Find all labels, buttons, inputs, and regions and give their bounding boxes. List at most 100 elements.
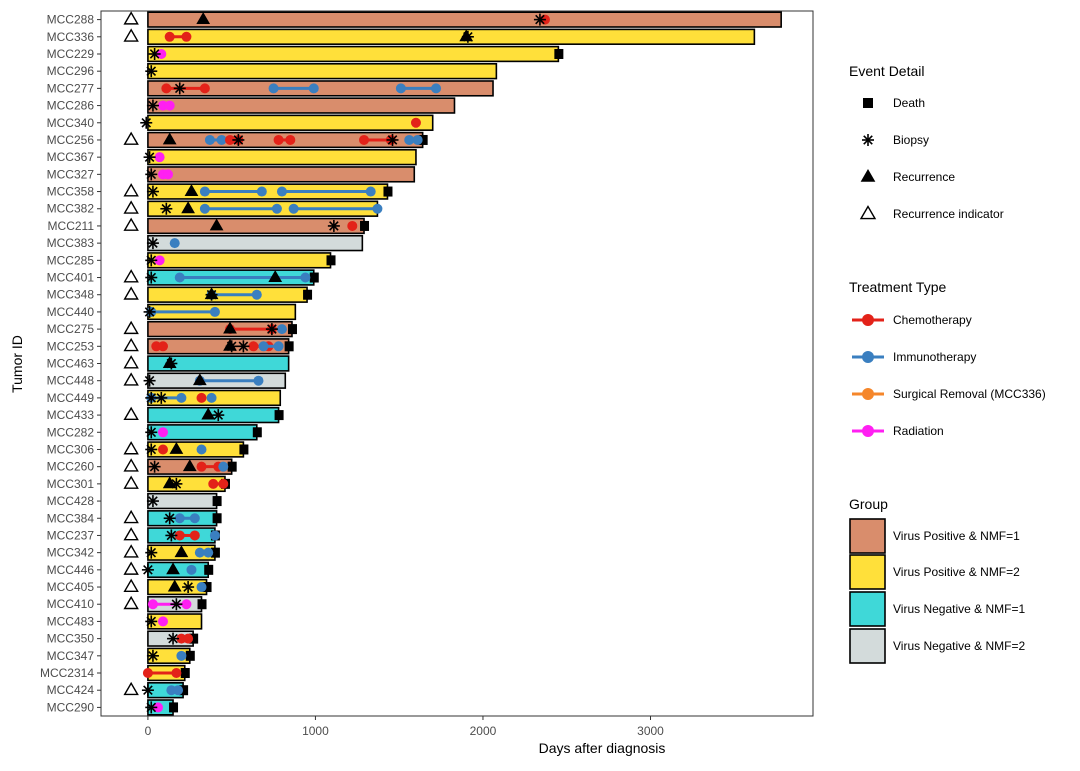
legend-label: Death xyxy=(893,96,925,110)
recurrence-indicator xyxy=(123,595,139,610)
treatment-point-chemo xyxy=(273,134,284,145)
biopsy-marker-stroke xyxy=(148,651,158,661)
biopsy-marker-stroke xyxy=(146,393,157,403)
recurrence-indicator xyxy=(123,561,139,575)
legend-title: Treatment Type xyxy=(849,279,946,295)
treatment-point-immuno xyxy=(300,272,311,283)
y-tick-label: MCC340 xyxy=(47,116,95,130)
treatment-point-rad xyxy=(152,702,163,713)
death-marker xyxy=(284,341,294,352)
biopsy-marker-stroke xyxy=(148,100,158,111)
treatment-point-immuno xyxy=(365,186,376,197)
treatment-point-immuno xyxy=(288,203,299,214)
y-tick-label: MCC342 xyxy=(47,546,95,560)
bar-mcc286 xyxy=(147,97,456,114)
y-tick-label: MCC336 xyxy=(47,30,95,44)
bar-mcc288 xyxy=(147,11,782,28)
y-axis-title: Tumor ID xyxy=(9,335,25,393)
y-tick-label: MCC428 xyxy=(47,494,95,508)
bar-mcc296 xyxy=(147,62,498,80)
recurrence-indicator xyxy=(123,200,139,214)
row-mcc275 xyxy=(123,320,297,338)
treatment-point-rad xyxy=(163,169,174,180)
recurrence-marker xyxy=(184,184,199,196)
biopsy-marker xyxy=(141,563,154,576)
row-mcc327 xyxy=(145,166,416,183)
row-mcc348 xyxy=(123,286,313,303)
y-tick-label: MCC367 xyxy=(47,150,95,164)
biopsy-marker xyxy=(237,340,250,353)
treatment-point-chemo xyxy=(142,668,153,679)
y-tick-label: MCC483 xyxy=(47,614,95,628)
y-tick-label: MCC286 xyxy=(47,99,95,113)
biopsy-marker-stroke xyxy=(156,393,167,403)
treatment-point-rad xyxy=(157,616,168,627)
biopsy-marker xyxy=(165,357,178,370)
biopsy-marker-stroke xyxy=(143,685,153,696)
y-tick-label: MCC347 xyxy=(47,649,95,663)
biopsy-marker xyxy=(148,47,161,60)
treatment-point-rad xyxy=(154,152,165,163)
bar-mcc340 xyxy=(147,114,434,131)
biopsy-marker xyxy=(163,512,176,525)
treatment-point-immuno xyxy=(216,134,227,145)
legend-vp1-swatch xyxy=(849,518,886,554)
row-mcc440 xyxy=(143,303,297,321)
y-tick-label: MCC424 xyxy=(47,683,95,697)
recurrence-marker xyxy=(196,12,211,25)
row-mcc229 xyxy=(147,45,564,63)
legend-event-detail: Event Detail Death Biopsy Recurrence Recurre… xyxy=(849,63,1004,221)
recurrence-marker xyxy=(181,201,195,214)
biopsy-marker-stroke xyxy=(238,341,249,352)
row-mcc433 xyxy=(123,406,284,424)
biopsy-marker xyxy=(145,701,158,714)
biopsy-marker-stroke xyxy=(463,31,473,42)
biopsy-marker-stroke xyxy=(146,616,157,627)
treatment-point-immuno xyxy=(176,392,187,403)
biopsy-marker-stroke xyxy=(146,444,157,455)
treatment-point-chemo xyxy=(285,134,296,145)
y-tick-label: MCC229 xyxy=(47,47,95,61)
biopsy-marker xyxy=(148,460,161,473)
biopsy-marker-stroke xyxy=(161,203,172,214)
legend-label: Virus Negative & NMF=1 xyxy=(893,602,1025,616)
biopsy-marker xyxy=(327,219,340,232)
biopsy-marker-stroke xyxy=(329,221,339,231)
biopsy-marker xyxy=(145,546,158,559)
legend-death-icon xyxy=(863,98,873,108)
recurrence-indicator xyxy=(123,131,139,145)
row-mcc401 xyxy=(123,269,319,286)
treatment-point-rad xyxy=(156,48,167,59)
biopsy-marker xyxy=(145,65,158,78)
row-mcc336 xyxy=(123,28,756,45)
row-mcc277 xyxy=(147,80,494,97)
recurrence-indicator xyxy=(123,355,139,369)
treatment-point-immuno xyxy=(218,461,229,472)
death-marker xyxy=(309,272,319,283)
recurrence-marker xyxy=(209,218,224,231)
biopsy-marker xyxy=(146,185,159,198)
treatment-point-immuno xyxy=(395,83,406,94)
row-mcc342 xyxy=(123,544,220,561)
recurrence-marker xyxy=(268,270,283,282)
biopsy-marker xyxy=(265,323,278,336)
death-marker xyxy=(202,582,212,593)
row-mcc410 xyxy=(123,595,207,613)
recurrence-indicator xyxy=(123,337,139,352)
death-marker xyxy=(179,685,189,696)
recurrence-indicator xyxy=(123,320,139,335)
recurrence-marker xyxy=(174,545,189,558)
recurrence-marker xyxy=(162,132,177,145)
row-mcc350 xyxy=(147,630,199,647)
death-marker xyxy=(287,324,297,335)
row-mcc286 xyxy=(146,97,456,114)
row-mcc347 xyxy=(146,647,195,665)
biopsy-marker-stroke xyxy=(171,599,182,610)
legend-vn2-swatch xyxy=(849,628,886,664)
biopsy-marker-stroke xyxy=(141,117,152,128)
biopsy-marker-stroke xyxy=(166,358,177,369)
biopsy-marker xyxy=(143,305,156,318)
row-mcc424 xyxy=(123,681,189,699)
legend-vn1-swatch xyxy=(849,591,886,627)
